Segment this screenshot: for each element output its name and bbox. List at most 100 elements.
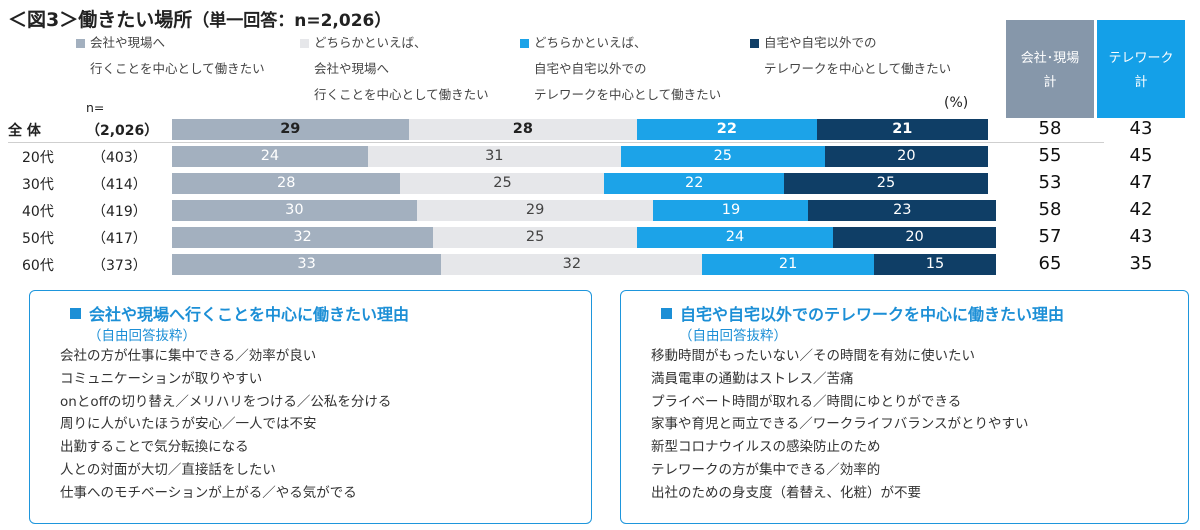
legend-line: 行くことを中心として働きたい	[314, 87, 489, 102]
telework-total-value: 35	[1129, 253, 1153, 274]
bar-segment: 25	[784, 173, 988, 194]
row-label: 30代	[22, 177, 54, 193]
bar-segment: 25	[433, 227, 638, 248]
legend-item-rather-office: どちらかといえば、 会社や現場へ 行くことを中心として働きたい	[300, 30, 489, 108]
reasons-office-box: 会社や現場へ行くことを中心に働きたい理由 （自由回答抜粋） 会社の方が仕事に集中…	[29, 290, 592, 524]
reason-item: onとoffの切り替え／メリハリをつける／公私を分ける	[60, 393, 392, 410]
chart-subtitle: （単一回答：n=2,026）	[192, 11, 392, 31]
row-sample-size: （419）	[92, 204, 147, 220]
legend-line: 行くことを中心として働きたい	[90, 61, 265, 76]
separator-line	[8, 142, 1104, 143]
legend-line: どちらかといえば、	[534, 35, 647, 50]
n-label: n=	[86, 100, 105, 115]
bar-segment: 25	[620, 146, 825, 167]
reasons-office-title-text: 会社や現場へ行くことを中心に働きたい理由	[89, 305, 410, 324]
reasons-telework-title-text: 自宅や自宅以外でのテレワークを中心に働きたい理由	[680, 305, 1065, 324]
totals-header-line: テレワーク	[1108, 51, 1174, 66]
reason-item: 人との対面が大切／直接話をしたい	[60, 461, 276, 478]
legend-line: 会社や現場へ	[314, 61, 390, 76]
legend-line: 自宅や自宅以外での	[534, 61, 647, 76]
reasons-telework-title: 自宅や自宅以外でのテレワークを中心に働きたい理由	[661, 301, 1064, 325]
bar-segment: 20	[832, 227, 997, 248]
office-total-value: 55	[1038, 145, 1062, 166]
reasons-office-title: 会社や現場へ行くことを中心に働きたい理由	[70, 301, 409, 325]
bar-segment: 29	[416, 200, 654, 221]
bar-segment: 19	[653, 200, 809, 221]
telework-total-value: 43	[1129, 226, 1153, 247]
totals-header-line: 会社･現場	[1020, 51, 1080, 66]
bar-segment: 21	[816, 119, 988, 140]
bar-segment: 22	[637, 119, 817, 140]
row-sample-size: （403）	[92, 150, 147, 166]
legend-line: 会社や現場へ	[90, 35, 166, 50]
legend-swatch	[750, 39, 759, 48]
legend-line: どちらかといえば、	[314, 35, 427, 50]
row-label: 全 体	[8, 123, 41, 139]
row-label: 40代	[22, 204, 54, 220]
bar-segment: 31	[367, 146, 621, 167]
telework-total-value: 42	[1129, 199, 1153, 220]
office-total-value: 57	[1038, 226, 1062, 247]
bar-segment: 29	[172, 119, 409, 140]
row-sample-size: （373）	[92, 258, 147, 274]
bar-segment: 30	[172, 200, 417, 221]
bar-segment: 25	[400, 173, 605, 194]
unit-label: (%)	[944, 95, 969, 111]
totals-header-office: 会社･現場 計	[1006, 20, 1094, 118]
bar-segment: 32	[441, 254, 703, 275]
row-label: 50代	[22, 231, 54, 247]
office-total-value: 53	[1038, 172, 1062, 193]
bar-segment: 28	[408, 119, 638, 140]
bar-segment: 33	[172, 254, 442, 275]
bar-segment: 15	[873, 254, 997, 275]
office-total-value: 58	[1038, 199, 1062, 220]
bar-segment: 32	[172, 227, 434, 248]
legend-item-telework: 自宅や自宅以外での テレワークを中心として働きたい	[750, 30, 951, 82]
telework-total-value: 45	[1129, 145, 1153, 166]
chart-title: ＜図3＞働きたい場所（単一回答：n=2,026）	[8, 5, 391, 32]
reason-item: 移動時間がもったいない／その時間を有効に使いたい	[651, 348, 975, 364]
bar-segment: 23	[808, 200, 997, 221]
reason-item: 出勤することで気分転換になる	[60, 439, 249, 456]
reason-item: 家事や育児と両立できる／ワークライフバランスがとりやすい	[651, 416, 1029, 433]
reasons-office-list: 会社の方が仕事に集中できる／効率が良い コミュニケーションが取りやすい onとoff…	[60, 345, 391, 505]
bar-segment: 28	[172, 173, 401, 194]
reason-item: 周りに人がいたほうが安心／一人では不安	[60, 416, 317, 433]
row-sample-size: （417）	[92, 231, 147, 247]
reasons-office-note: （自由回答抜粋）	[88, 328, 196, 344]
chart-title-text: ＜図3＞働きたい場所	[8, 9, 193, 31]
square-bullet-icon	[661, 308, 672, 319]
bar-segment: 20	[824, 146, 988, 167]
legend-swatch	[520, 39, 529, 48]
reason-item: プライベート時間が取れる／時間にゆとりができる	[651, 393, 962, 410]
office-total-value: 58	[1038, 118, 1062, 139]
totals-header-line: 計	[1043, 75, 1057, 90]
reasons-telework-note: （自由回答抜粋）	[679, 328, 787, 344]
row-sample-size: （2,026）	[86, 123, 159, 139]
legend-line: テレワークを中心として働きたい	[764, 61, 952, 76]
bar-segment: 24	[637, 227, 833, 248]
row-label: 60代	[22, 258, 54, 274]
reason-item: 出社のための身支度（着替え、化粧）が不要	[651, 484, 921, 501]
office-total-value: 65	[1038, 253, 1062, 274]
reason-item: コミュニケーションが取りやすい	[60, 370, 263, 387]
bar-segment: 21	[702, 254, 874, 275]
reasons-telework-list: 移動時間がもったいない／その時間を有効に使いたい 満員電車の通勤はストレス／苦痛プ…	[651, 345, 1028, 505]
reason-item: 新型コロナウイルスの感染防止のため	[651, 439, 881, 456]
legend-item-office: 会社や現場へ 行くことを中心として働きたい	[76, 30, 265, 82]
legend-item-rather-telework: どちらかといえば、 自宅や自宅以外での テレワークを中心として働きたい	[520, 30, 721, 108]
legend-swatch	[76, 39, 85, 48]
bar-segment: 22	[604, 173, 784, 194]
legend-swatch	[300, 39, 309, 48]
legend-line: テレワークを中心として働きたい	[534, 87, 722, 102]
square-bullet-icon	[70, 308, 81, 319]
totals-header-telework: テレワーク 計	[1097, 20, 1185, 118]
row-label: 20代	[22, 150, 54, 166]
row-sample-size: （414）	[92, 177, 147, 193]
reason-item: 仕事へのモチベーションが上がる／やる気がでる	[60, 484, 357, 501]
telework-total-value: 43	[1129, 118, 1153, 139]
totals-header-line: 計	[1134, 75, 1148, 90]
reasons-telework-box: 自宅や自宅以外でのテレワークを中心に働きたい理由 （自由回答抜粋） 移動時間がも…	[620, 290, 1189, 524]
legend-line: 自宅や自宅以外での	[764, 35, 877, 50]
reason-item: 会社の方が仕事に集中できる／効率が良い	[60, 348, 317, 364]
